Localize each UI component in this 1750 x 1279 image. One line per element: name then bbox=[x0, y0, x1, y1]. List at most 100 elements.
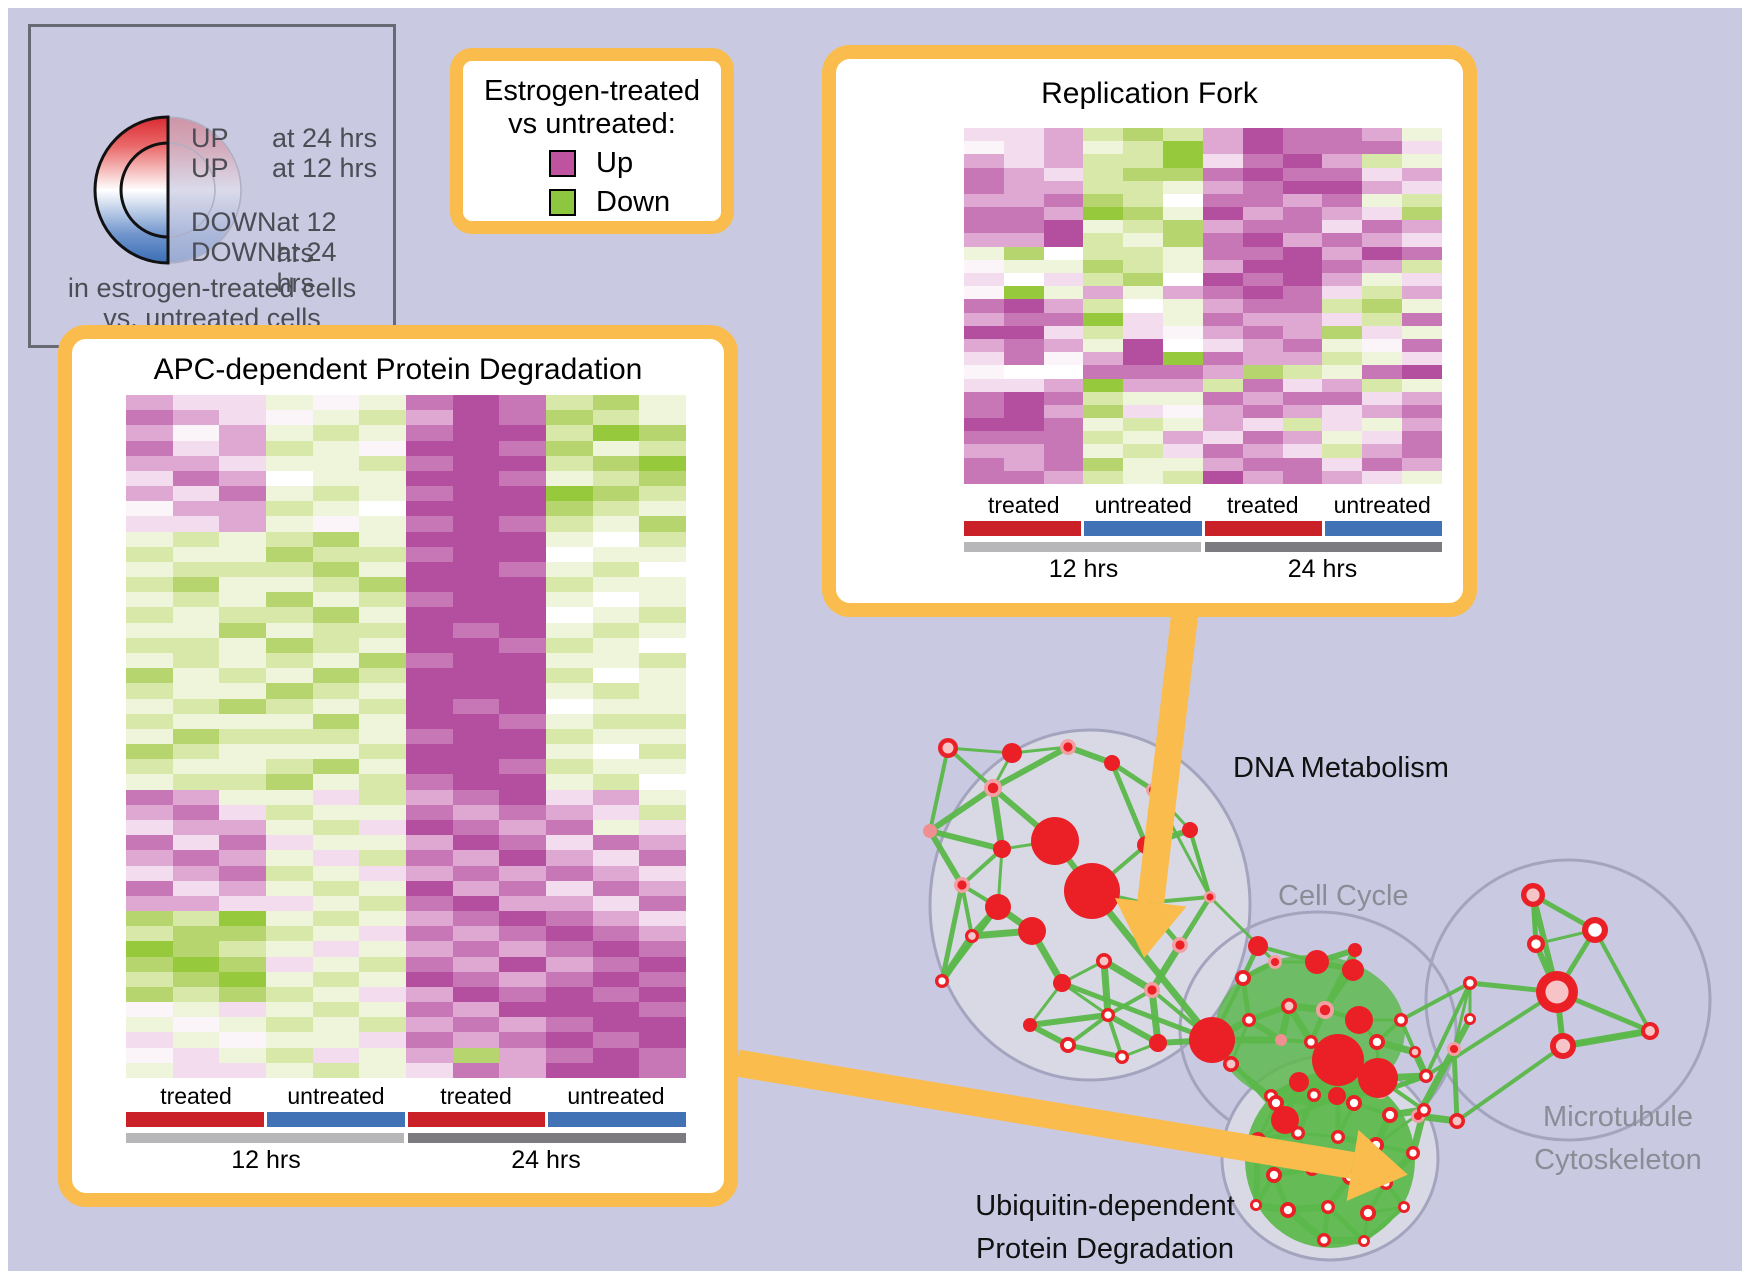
heatmap-cell bbox=[1202, 167, 1243, 181]
group-label: treated bbox=[987, 492, 1060, 518]
heatmap-cell bbox=[1362, 470, 1403, 484]
heatmap-cell bbox=[1362, 404, 1403, 419]
heatmap-cell bbox=[639, 577, 686, 593]
heatmap-cell bbox=[359, 971, 406, 987]
heatmap-cell bbox=[1282, 391, 1323, 405]
heatmap-cell bbox=[312, 607, 360, 623]
heatmap-cell bbox=[964, 193, 1004, 208]
heatmap-cell bbox=[1202, 352, 1243, 366]
heatmap-cell bbox=[639, 546, 686, 562]
heatmap-cell bbox=[499, 470, 546, 487]
heatmap-cell bbox=[639, 668, 686, 684]
heatmap-cell bbox=[1083, 444, 1124, 458]
heatmap-cell bbox=[1123, 365, 1164, 379]
heatmap-cell bbox=[1202, 193, 1243, 208]
heatmap-cell bbox=[452, 698, 500, 714]
heatmap-cell bbox=[359, 895, 406, 912]
heatmap-cell bbox=[499, 501, 546, 517]
heatmap-cell bbox=[1083, 431, 1124, 445]
heatmap-cell bbox=[172, 683, 220, 699]
heatmap-cell bbox=[219, 1002, 266, 1018]
heatmap-cell bbox=[546, 835, 593, 851]
heatmap-cell bbox=[126, 592, 173, 608]
heatmap-cell bbox=[312, 911, 360, 927]
untreated-bar bbox=[266, 1112, 405, 1127]
heatmap-cell bbox=[1322, 338, 1363, 353]
heatmap-cell bbox=[219, 789, 266, 805]
heatmap-cell bbox=[172, 561, 220, 578]
heatmap-cell bbox=[1402, 444, 1442, 458]
heatmap-cell bbox=[1322, 325, 1363, 339]
heatmap-cell bbox=[1282, 154, 1323, 168]
network-edge bbox=[1400, 981, 1471, 1022]
heatmap-cell bbox=[499, 395, 546, 411]
heatmap-cell bbox=[406, 1047, 453, 1063]
heatmap-cell bbox=[1282, 365, 1323, 379]
heatmap-cell bbox=[219, 728, 266, 745]
network-edge bbox=[1066, 1013, 1110, 1047]
gene-node-center-white bbox=[1420, 1106, 1428, 1114]
heatmap-cell bbox=[592, 895, 640, 912]
heatmap-cell bbox=[546, 683, 593, 699]
heatmap-cell bbox=[592, 956, 640, 972]
heatmap-cell bbox=[1163, 246, 1203, 260]
heatmap-cell bbox=[219, 971, 266, 987]
heatmap-cell bbox=[499, 789, 546, 805]
heatmap-cell bbox=[406, 774, 453, 790]
heatmap-cell bbox=[1043, 154, 1084, 168]
heatmap-cell bbox=[359, 698, 406, 714]
heatmap-cell bbox=[1242, 312, 1283, 326]
heatmap-cell bbox=[639, 622, 686, 638]
network-edge bbox=[1188, 829, 1212, 898]
heatmap-cell bbox=[499, 713, 546, 729]
connector-arrow-head bbox=[1346, 1129, 1408, 1201]
network-edge bbox=[1149, 943, 1183, 992]
heatmap-cell bbox=[266, 577, 313, 593]
group-label: untreated bbox=[567, 1083, 665, 1109]
group-labels: treated untreated treated untreated bbox=[964, 492, 1442, 519]
heatmap-cell bbox=[359, 395, 406, 411]
heatmap-cell bbox=[172, 895, 220, 912]
heatmap-cell bbox=[1083, 233, 1124, 247]
heatmap-cell bbox=[172, 986, 220, 1003]
heatmap-cell bbox=[1362, 259, 1403, 274]
gene-node-core bbox=[1175, 940, 1185, 950]
heatmap-cell bbox=[126, 956, 173, 972]
heatmap-cell bbox=[1163, 167, 1203, 181]
heatmap-cell bbox=[1402, 233, 1442, 247]
heatmap-cell bbox=[1322, 457, 1363, 471]
legend-row-up24: UP at 24 hrs bbox=[191, 123, 377, 154]
heatmap-cell bbox=[592, 728, 640, 745]
heatmap-cell bbox=[406, 819, 453, 836]
heatmap-cell bbox=[546, 516, 593, 532]
heatmap-cell bbox=[312, 592, 360, 608]
heatmap-cell bbox=[546, 850, 593, 866]
heatmap-cell bbox=[1362, 193, 1403, 208]
heatmap-cell bbox=[312, 713, 360, 729]
heatmap-cell bbox=[1322, 154, 1363, 168]
heatmap-cell bbox=[499, 865, 546, 881]
heatmap-cell bbox=[1402, 470, 1442, 484]
heatmap-cell bbox=[964, 444, 1004, 458]
heatmap-cell bbox=[406, 683, 453, 699]
heatmap-cell bbox=[1362, 312, 1403, 326]
heatmap-cell bbox=[964, 167, 1004, 181]
legend-item-up: Up bbox=[549, 147, 721, 180]
heatmap-cell bbox=[452, 516, 500, 532]
heatmap-cell bbox=[172, 789, 220, 805]
heatmap-cell bbox=[592, 713, 640, 729]
heatmap-cell bbox=[452, 835, 500, 851]
network-edge bbox=[960, 884, 974, 937]
heatmap-cell bbox=[499, 425, 546, 441]
heatmap-cell bbox=[592, 637, 640, 654]
heatmap-cell bbox=[1003, 246, 1044, 260]
heatmap-cell bbox=[639, 774, 686, 790]
heatmap-cell bbox=[592, 1017, 640, 1033]
heatmap-cell bbox=[1322, 128, 1363, 142]
heatmap-cell bbox=[546, 653, 593, 669]
heatmap-cell bbox=[406, 395, 453, 411]
heatmap-cell bbox=[546, 470, 593, 487]
heatmap-cell bbox=[499, 455, 546, 471]
heatmap-cell bbox=[219, 683, 266, 699]
heatmap-cell bbox=[406, 895, 453, 912]
